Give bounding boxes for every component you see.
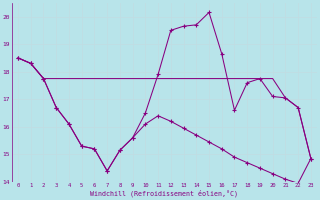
- X-axis label: Windchill (Refroidissement éolien,°C): Windchill (Refroidissement éolien,°C): [91, 190, 238, 197]
